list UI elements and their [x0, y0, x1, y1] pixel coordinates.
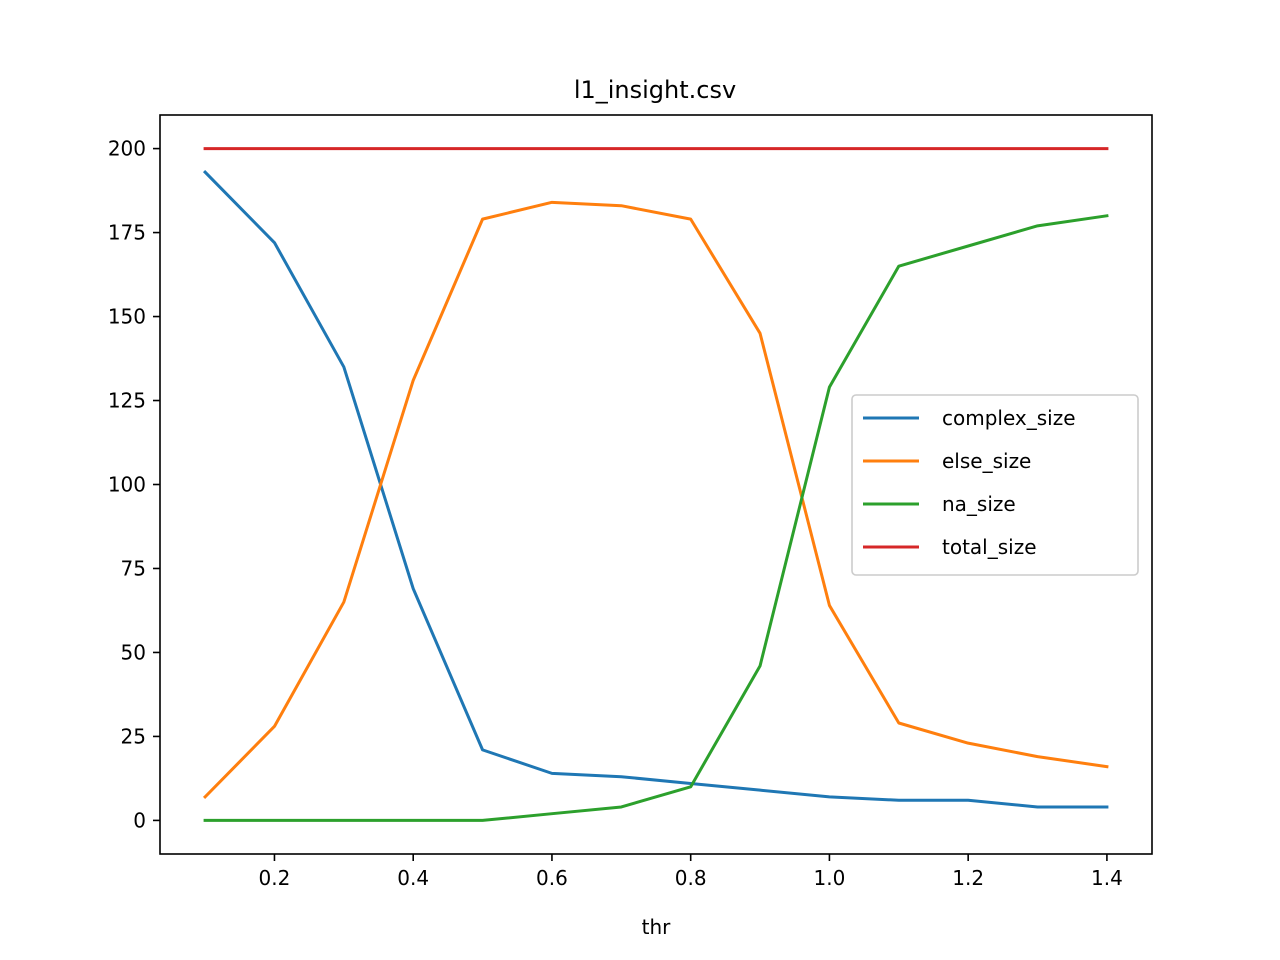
legend: complex_size else_size na_size total_size	[851, 394, 1139, 576]
x-tick-label: 0.6	[536, 866, 568, 890]
series-line-na-size	[203, 214, 1109, 822]
y-tick-label: 0	[133, 808, 146, 832]
x-tick-label: 0.4	[397, 866, 429, 890]
x-tick-label: 0.8	[675, 866, 707, 890]
plot-area	[202, 147, 1109, 822]
y-tick-label: 100	[108, 473, 146, 497]
legend-label-complex-size: complex_size	[942, 406, 1076, 430]
x-tick-label: 1.0	[814, 866, 846, 890]
y-tick-label: 125	[108, 389, 146, 413]
x-tick-label: 1.4	[1091, 866, 1123, 890]
y-tick-label: 25	[121, 724, 146, 748]
y-tick-label: 150	[108, 305, 146, 329]
chart-title: l1_insight.csv	[574, 76, 736, 104]
y-tick-label: 75	[121, 556, 146, 580]
x-axis-label: thr	[642, 915, 672, 939]
axes: 0.2 0.4 0.6 0.8 1.0 1.2 1.4 0 25 50 75 100 125 150 175…	[108, 114, 1153, 890]
series-line-else-size	[202, 200, 1109, 800]
legend-label-total-size: total_size	[942, 535, 1037, 559]
x-tick-label: 1.2	[952, 866, 984, 890]
legend-label-na-size: na_size	[942, 492, 1016, 516]
x-tick-label: 0.2	[259, 866, 291, 890]
y-tick-label: 50	[121, 640, 146, 664]
legend-box	[851, 394, 1139, 576]
series-line-complex-size	[202, 169, 1109, 809]
legend-label-else-size: else_size	[942, 449, 1031, 473]
y-tick-label: 200	[108, 137, 146, 161]
y-tick-label: 175	[108, 221, 146, 245]
